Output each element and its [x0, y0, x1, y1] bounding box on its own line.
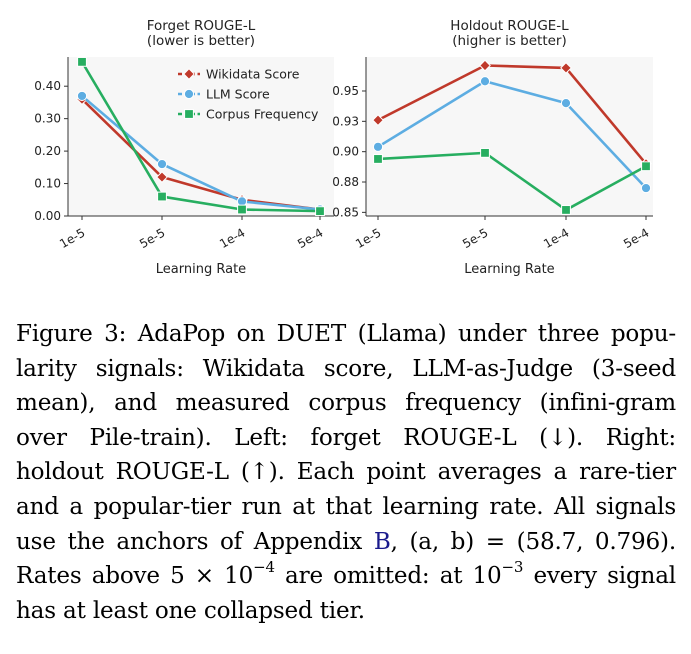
exponent-2: −3 [501, 558, 524, 577]
chart-subtitle: (higher is better) [452, 33, 567, 49]
data-point [372, 114, 384, 127]
series-line [80, 61, 321, 213]
data-point [373, 154, 383, 164]
chart-title: Forget ROUGE-L [147, 18, 256, 34]
data-point [561, 205, 571, 215]
figure-3-charts: Forget ROUGE-L(lower is better) 0.00 0.10 0… [34, 18, 653, 277]
series-line [377, 151, 647, 212]
legend-marker [183, 88, 195, 100]
caption-line-8-post: every signal [523, 563, 676, 590]
legend-label: Wikidata Score [206, 67, 300, 82]
x-tick-label: 5e-4 [295, 225, 325, 251]
caption-line-4: over Pile-train). Left: forget ROUGE-L (… [16, 424, 676, 451]
y-tick-label: 0.00 [34, 209, 61, 223]
legend-label: Corpus Frequency [206, 107, 319, 122]
caption-line-7-post: , (a, b) = (58.7, 0.796). [390, 528, 677, 555]
data-point [641, 161, 651, 172]
caption-line-2: larity signals: Wikidata score, LLM-as-J… [16, 355, 676, 382]
data-point [77, 56, 87, 67]
caption-line-7-pre: use the anchors of Appendix [16, 528, 374, 555]
series-3 [373, 147, 651, 215]
figure-caption: Figure 3: AdaPop on DUET (Llama) under t… [16, 317, 676, 628]
appendix-link[interactable]: B [373, 528, 391, 555]
chart-panel-2: Holdout ROUGE-L(higher is better) 0.85 0.8… [332, 18, 653, 277]
chart-panel-1: Forget ROUGE-L(lower is better) 0.00 0.10 0… [34, 18, 334, 277]
y-tick-label: 0.85 [332, 205, 359, 219]
caption-line-6: and a popular-tier run at that learning … [16, 493, 676, 520]
y-tick-label: 0.40 [34, 79, 61, 93]
series-3 [77, 56, 325, 217]
chart-subtitle: (lower is better) [147, 33, 255, 49]
x-tick-label: 5e-5 [460, 225, 490, 251]
y-tick-label: 0.10 [34, 177, 61, 191]
y-tick-label: 0.95 [332, 84, 359, 98]
plot-area [68, 57, 334, 216]
data-point [479, 76, 491, 87]
y-tick-label: 0.88 [332, 175, 359, 189]
legend-label: LLM Score [206, 87, 270, 102]
data-point [372, 141, 384, 152]
caption-line-9: has at least one collapsed tier. [16, 597, 365, 624]
x-tick-label: 1e-5 [57, 225, 87, 251]
caption-line-8-mid: are omitted: at 10 [274, 563, 502, 590]
legend: Wikidata Score LLM Score Corpus Frequency [178, 67, 319, 122]
caption-line-3: mean), and measured corpus frequency (in… [16, 390, 676, 417]
data-point [157, 191, 167, 202]
caption-line-7: use the anchors of Appendix B, (a, b) = … [16, 525, 676, 560]
series-line [377, 79, 647, 189]
y-tick-label: 0.93 [332, 114, 359, 128]
caption-line-1: Figure 3: AdaPop on DUET (Llama) under t… [16, 321, 676, 347]
series-2 [372, 76, 652, 194]
exponent-1: −4 [253, 558, 275, 577]
y-tick-label: 0.90 [332, 145, 359, 159]
legend-marker [183, 68, 195, 80]
data-point [640, 182, 652, 194]
y-tick-label: 0.30 [34, 112, 61, 126]
x-axis-label: Learning Rate [464, 262, 554, 277]
data-point [156, 158, 168, 170]
x-tick-label: 5e-5 [137, 225, 167, 251]
data-point [237, 204, 247, 215]
caption-line-8-pre: Rates above 5 × 10 [16, 563, 254, 590]
caption-line-8: Rates above 5 × 10−4 are omitted: at 10−… [16, 559, 676, 594]
legend-marker [184, 109, 194, 119]
y-tick-label: 0.20 [34, 144, 61, 158]
x-axis-label: Learning Rate [156, 262, 246, 277]
data-point [156, 171, 168, 183]
data-point [560, 98, 572, 109]
data-point [76, 90, 88, 102]
x-tick-label: 1e-5 [353, 225, 383, 251]
series-line [377, 64, 647, 165]
figure-3: Forget ROUGE-L (lower is better) 0.00 0.10 0… [0, 0, 691, 300]
data-point [315, 206, 325, 217]
x-tick-label: 5e-4 [621, 225, 651, 251]
data-point [480, 147, 490, 158]
caption-line-5: holdout ROUGE-L (↑). Each point averages… [16, 459, 676, 486]
chart-title: Holdout ROUGE-L [450, 18, 569, 34]
x-tick-label: 1e-4 [217, 225, 247, 251]
plot-area [366, 57, 653, 216]
data-point [479, 59, 491, 72]
data-point [560, 62, 572, 74]
x-tick-label: 1e-4 [541, 225, 571, 251]
